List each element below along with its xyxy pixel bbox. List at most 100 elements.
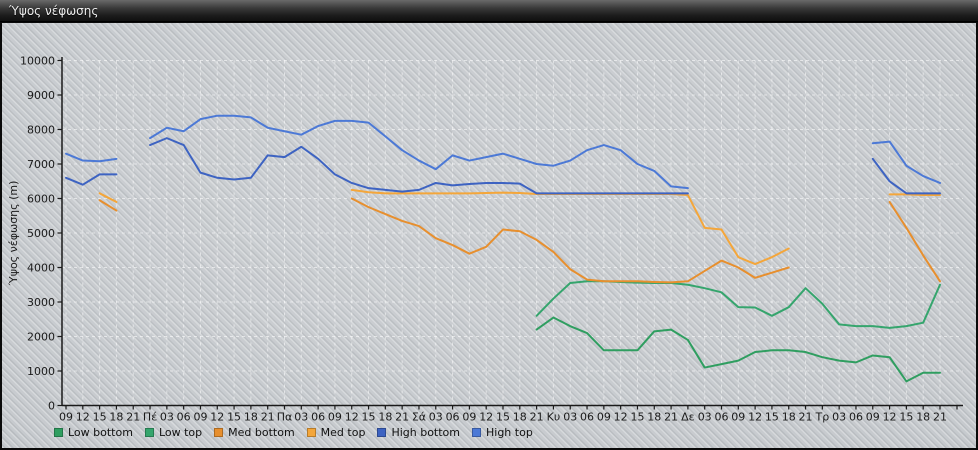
x-tick-label: 03: [698, 411, 712, 424]
series-line-high-bottom: [149, 137, 689, 195]
legend-item-high-top: High top: [472, 426, 533, 439]
x-tick-label: 09: [597, 411, 611, 424]
x-tick-label: 18: [244, 411, 258, 424]
x-tick-label: Πα: [277, 411, 293, 424]
y-tick-label: 7000: [27, 158, 55, 171]
x-tick-label: 06: [177, 411, 191, 424]
x-tick-label: 03: [563, 411, 577, 424]
x-tick-label: 21: [664, 411, 678, 424]
x-tick-label: 15: [227, 411, 241, 424]
x-tick-label: 06: [715, 411, 729, 424]
x-tick-label: Πέ: [143, 411, 157, 424]
y-tick-label: 10000: [20, 55, 55, 68]
series-line-high-top: [65, 152, 118, 163]
x-tick-label: Τρ: [814, 411, 829, 424]
legend-label: Low bottom: [68, 426, 133, 439]
x-tick-label: Κυ: [547, 411, 561, 424]
chart-area: 0 1000 2000 3000 4000 5000 6000 7000 8000 9000 100…: [2, 23, 976, 448]
x-tick-label: 09: [193, 411, 207, 424]
x-tick-label: Δε: [681, 411, 695, 424]
legend-item-low-top: Low top: [144, 426, 203, 439]
legend-item-med-top: Med top: [306, 426, 366, 439]
legend-item-med-bottom: Med bottom: [214, 426, 295, 439]
legend-label: Med bottom: [228, 426, 295, 439]
x-tick-label: 21: [530, 411, 544, 424]
legend-label: High bottom: [391, 426, 460, 439]
x-tick-label: 18: [378, 411, 392, 424]
x-tick-label: 09: [462, 411, 476, 424]
y-tick-label: 8000: [27, 124, 55, 137]
y-tick-label: 6000: [27, 193, 55, 206]
series-line-low-bottom: [535, 316, 941, 383]
x-tick-label: 21: [126, 411, 140, 424]
page-title: Ύψος νέφωσης: [9, 4, 99, 18]
x-tick-label: 09: [59, 411, 73, 424]
y-tick-label: 5000: [27, 227, 55, 240]
x-tick-label: 15: [630, 411, 644, 424]
legend-label: High top: [486, 426, 533, 439]
legend-swatch-icon: [144, 428, 154, 437]
x-tick-label: 12: [76, 411, 90, 424]
x-tick-label: 09: [731, 411, 745, 424]
series-line-high-top: [149, 114, 689, 190]
x-tick-label: 12: [345, 411, 359, 424]
x-tick-label: 12: [883, 411, 897, 424]
y-tick-label: 4000: [27, 262, 55, 275]
series-line-med-bottom: [350, 197, 790, 284]
y-tick-label: 3000: [27, 296, 55, 309]
x-tick-label: 03: [294, 411, 308, 424]
x-tick-label: 12: [210, 411, 224, 424]
legend-item-low-bottom: Low bottom: [54, 426, 133, 439]
x-tick-label: 18: [647, 411, 661, 424]
title-bar: Ύψος νέφωσης: [0, 0, 978, 22]
x-tick-label: 06: [849, 411, 863, 424]
x-tick-label: 12: [748, 411, 762, 424]
series-line-high-bottom: [65, 173, 118, 186]
legend-swatch-icon: [214, 428, 224, 437]
x-tick-label: 15: [765, 411, 779, 424]
y-tick-label: 9000: [27, 89, 55, 102]
x-tick-label: 15: [899, 411, 913, 424]
legend-swatch-icon: [54, 428, 63, 437]
series-line-med-top: [888, 193, 941, 197]
x-tick-label: 15: [93, 411, 107, 424]
x-tick-label: 03: [832, 411, 846, 424]
x-tick-label: 18: [513, 411, 527, 424]
x-tick-label: 21: [933, 411, 947, 424]
y-tick-label: 2000: [27, 331, 55, 344]
x-tick-label: 21: [261, 411, 275, 424]
x-tick-label: 21: [395, 411, 409, 424]
x-tick-label: 18: [916, 411, 930, 424]
x-tick-label: 03: [160, 411, 174, 424]
x-tick-label: 06: [311, 411, 325, 424]
legend-label: Med top: [320, 426, 366, 439]
x-tick-label: 12: [614, 411, 628, 424]
x-tick-label: 15: [496, 411, 510, 424]
legend-item-high-bottom: High bottom: [377, 426, 460, 439]
x-tick-label: 09: [866, 411, 880, 424]
x-tick-label: 03: [429, 411, 443, 424]
legend-swatch-icon: [306, 428, 316, 437]
series-line-high-bottom: [871, 157, 941, 195]
x-tick-label: 09: [328, 411, 342, 424]
x-tick-label: 21: [799, 411, 813, 424]
legend-swatch-icon: [377, 428, 387, 437]
series-line-med-top: [98, 192, 118, 203]
legend-label: Low top: [158, 426, 203, 439]
series-line-high-top: [871, 140, 941, 184]
x-tick-label: 15: [362, 411, 376, 424]
series-line-med-bottom: [888, 200, 941, 283]
x-tick-label: Σά: [412, 411, 426, 424]
cloud-height-chart: 0 1000 2000 3000 4000 5000 6000 7000 8000 9000 100…: [7, 55, 963, 424]
x-tick-label: 18: [109, 411, 123, 424]
y-axis-title: Ύψος νέφωσης (m): [7, 181, 20, 287]
x-tick-label: 06: [580, 411, 594, 424]
legend-swatch-icon: [472, 428, 481, 437]
y-tick-label: 0: [48, 400, 55, 413]
y-tick-label: 1000: [27, 365, 55, 378]
chart-legend: Low bottom Low top Med bottom Med top High b…: [54, 426, 545, 439]
x-tick-label: 18: [782, 411, 796, 424]
x-tick-label: 12: [479, 411, 493, 424]
x-tick-label: 06: [446, 411, 460, 424]
